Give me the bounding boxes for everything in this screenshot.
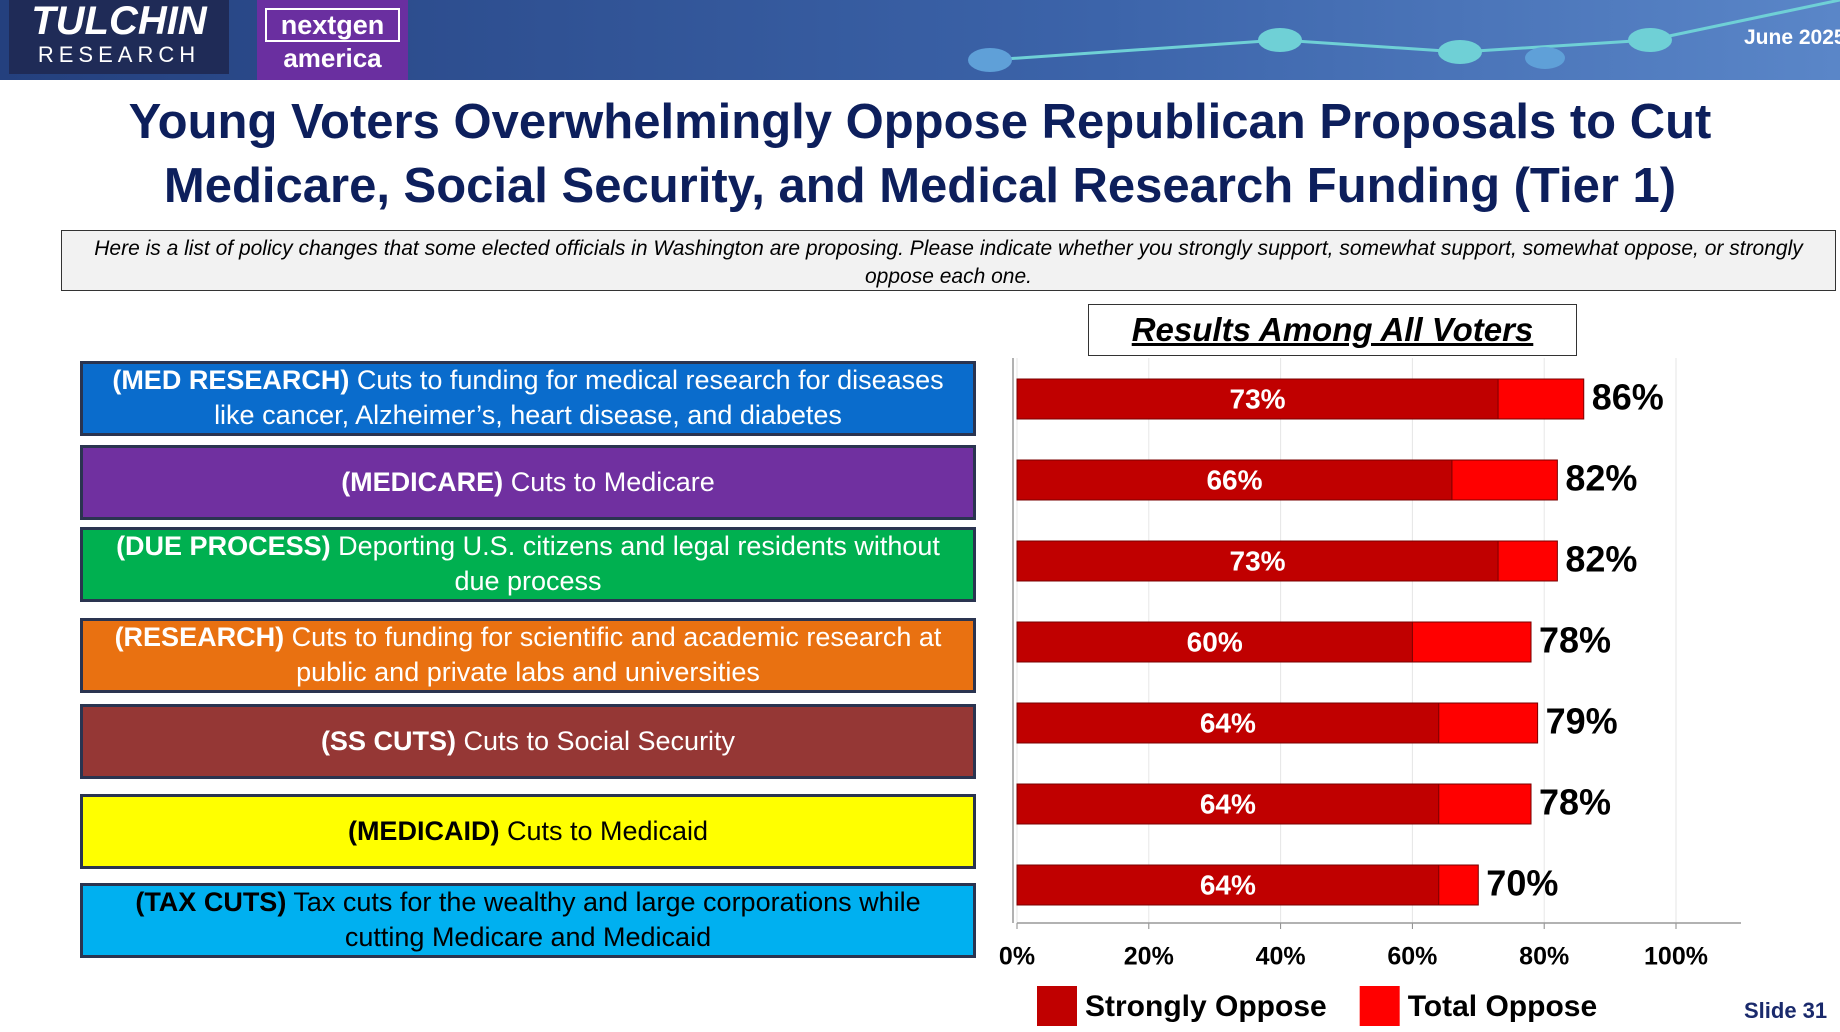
date: June 2025 [1744,26,1840,49]
category-box: (SS CUTS) Cuts to Social Security [80,703,976,779]
category-label: (MED RESEARCH) Cuts to funding for medic… [93,363,963,433]
chart-title: Results Among All Voters [1088,304,1577,356]
strong-label: 64% [1200,869,1256,900]
category-text: Cuts to Social Security [463,725,736,756]
category-box: (MEDICAID) Cuts to Medicaid [80,793,976,869]
x-tick-label: 0% [999,943,1035,971]
x-tick-label: 80% [1519,943,1569,971]
bar [1016,864,1440,906]
strong-label: 64% [1200,788,1256,819]
category-text: Cuts to funding for medical research for… [214,365,944,430]
category-box: (RESEARCH) Cuts to funding for scientifi… [80,617,976,693]
category-label: (MEDICAID) Cuts to Medicaid [348,814,708,849]
legend-swatch [1037,986,1077,1026]
logo-top: TULCHIN [31,0,207,43]
legend-swatch [1359,986,1400,1026]
slide-number: Slide 31 [1744,998,1828,1023]
bar [1016,702,1440,744]
logo-bottom: RESEARCH [37,42,201,67]
category-label: (MEDICARE) Cuts to Medicare [341,465,715,500]
x-tick-label: 40% [1256,943,1306,971]
strong-label: 73% [1230,383,1286,414]
legend-label: Total Oppose [1408,990,1597,1023]
total-label: 78% [1539,620,1611,661]
bar [1016,540,1499,582]
title: Young Voters Overwhelmingly Oppose Repub… [128,95,1712,213]
bar [1016,621,1413,663]
category-label: (RESEARCH) Cuts to funding for scientifi… [93,620,963,690]
category-box: (TAX CUTS) Tax cuts for the wealthy and … [80,882,976,958]
category-tag: (RESEARCH) [114,622,285,652]
category-text: Deporting U.S. citizens and legal reside… [338,531,940,596]
category-text: Tax cuts for the wealthy and large corpo… [293,887,921,952]
partner-bottom: america [283,43,382,73]
category-label: (DUE PROCESS) Deporting U.S. citizens an… [93,529,963,599]
bar [1016,459,1453,501]
category-tag: (MEDICAID) [347,815,500,846]
category-tag: (TAX CUTS) [135,887,287,917]
header-band: TULCHIN RESEARCH nextgen america June 20… [0,0,1840,80]
total-label: 82% [1565,458,1637,499]
x-tick-label: 60% [1387,943,1437,971]
category-tag: (DUE PROCESS) [116,531,331,561]
category-box: (MEDICARE) Cuts to Medicare [80,444,976,520]
total-label: 79% [1546,701,1618,742]
logo: TULCHIN RESEARCH [9,0,229,74]
bar [1016,783,1440,825]
category-box: (MED RESEARCH) Cuts to funding for medic… [80,360,976,436]
strong-label: 66% [1206,464,1262,495]
category-text: Cuts to Medicare [510,466,715,497]
decoration [968,0,1840,72]
category-label: (TAX CUTS) Tax cuts for the wealthy and … [93,885,963,955]
x-tick-label: 20% [1124,943,1174,971]
category-text: Cuts to funding for scientific and acade… [291,622,942,687]
total-label: 70% [1486,863,1558,904]
strong-label: 60% [1187,626,1243,657]
partner-logo: nextgen america [257,0,408,80]
bar [1016,378,1499,420]
strong-label: 73% [1230,545,1286,576]
total-label: 78% [1539,782,1611,823]
total-label: 82% [1565,539,1637,580]
x-tick-label: 100% [1644,943,1708,971]
category-label: (SS CUTS) Cuts to Social Security [321,724,735,759]
category-text: Cuts to Medicaid [506,815,709,846]
category-box: (DUE PROCESS) Deporting U.S. citizens an… [80,526,976,602]
question: Here is a list of policy changes that so… [61,230,1836,291]
partner-top: nextgen [265,8,400,42]
total-label: 86% [1592,377,1664,418]
category-tag: (MEDICARE) [341,466,504,497]
strong-label: 64% [1200,707,1256,738]
legend-label: Strongly Oppose [1085,990,1327,1023]
category-tag: (SS CUTS) [320,725,456,756]
category-tag: (MED RESEARCH) [112,365,350,395]
